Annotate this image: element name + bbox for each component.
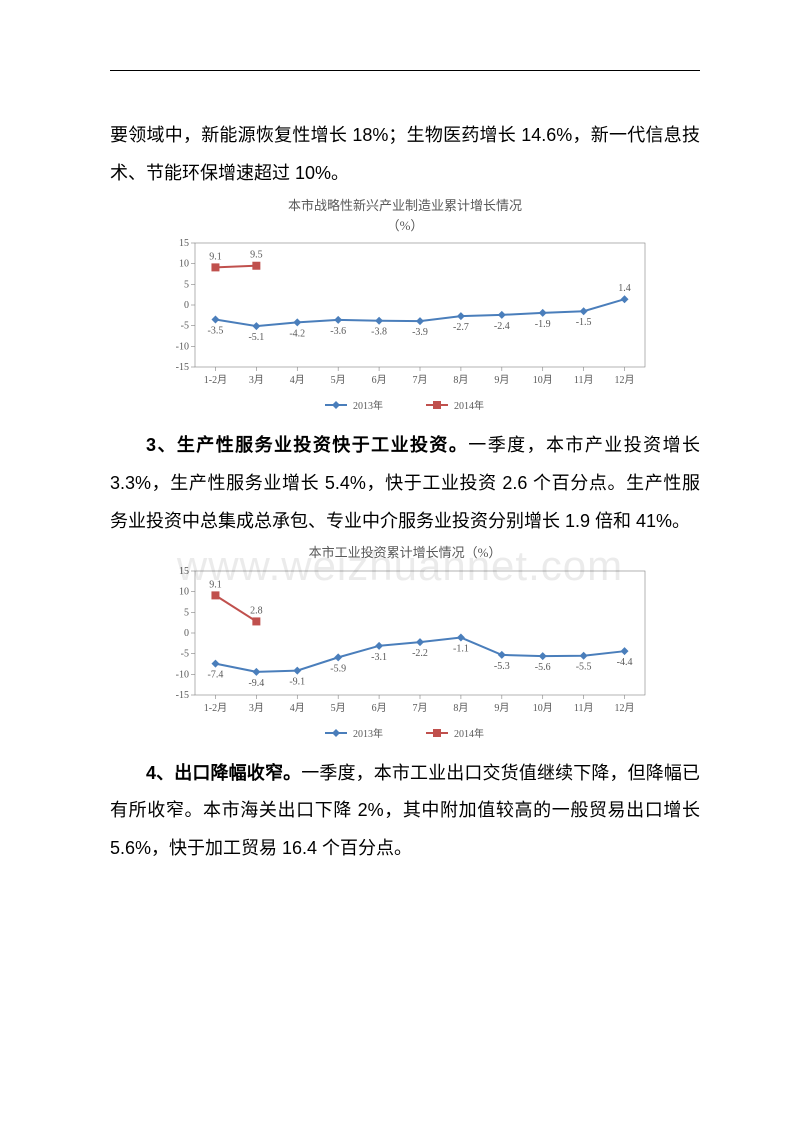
svg-text:-3.6: -3.6 (330, 326, 346, 337)
svg-text:2013年: 2013年 (353, 727, 383, 740)
svg-text:-5.6: -5.6 (535, 662, 551, 673)
svg-text:1-2月: 1-2月 (204, 702, 227, 714)
paragraph-4: 4、出口降幅收窄。一季度，本市工业出口交货值继续下降，但降幅已有所收窄。本市海关… (110, 755, 700, 868)
svg-text:8月: 8月 (453, 374, 468, 386)
page-content: 要领域中，新能源恢复性增长 18%；生物医药增长 14.6%，新一代信息技术、节… (0, 0, 800, 928)
chart-2: 本市工业投资累计增长情况（%） -15 -10 -5 0 5 10 15 1-2月 3月 4月 5月… (155, 544, 655, 744)
chart-1-title-line1: 本市战略性新兴产业制造业累计增长情况 (155, 197, 655, 215)
svg-text:4月: 4月 (290, 374, 305, 386)
svg-text:6月: 6月 (372, 374, 387, 386)
svg-text:2014年: 2014年 (454, 399, 484, 412)
svg-text:15: 15 (179, 566, 189, 577)
chart-1-title-line2: （%） (155, 217, 655, 235)
svg-text:-1.5: -1.5 (576, 317, 592, 328)
svg-text:-4.4: -4.4 (617, 657, 633, 668)
chart-1: 本市战略性新兴产业制造业累计增长情况 （%） -15 -10 -5 0 5 10 15 1-2… (155, 197, 655, 417)
svg-text:1.4: 1.4 (618, 283, 631, 294)
svg-text:-1.9: -1.9 (535, 319, 551, 330)
svg-text:-5: -5 (181, 321, 189, 332)
svg-text:-3.5: -3.5 (208, 325, 224, 336)
svg-text:-5.3: -5.3 (494, 660, 510, 671)
svg-text:9.5: 9.5 (250, 250, 263, 261)
svg-text:5月: 5月 (331, 702, 346, 714)
chart-2-title: 本市工业投资累计增长情况（%） (155, 544, 655, 562)
svg-text:6月: 6月 (372, 702, 387, 714)
svg-text:10月: 10月 (533, 374, 553, 386)
svg-text:11月: 11月 (574, 374, 594, 386)
svg-text:10: 10 (179, 259, 189, 270)
svg-text:4月: 4月 (290, 702, 305, 714)
paragraph-4-heading: 4、出口降幅收窄。 (146, 763, 301, 783)
svg-text:2014年: 2014年 (454, 727, 484, 740)
chart-1-svg: -15 -10 -5 0 5 10 15 1-2月 3月 4月 5月 6月 7月 8月 9月 10月 11月 12… (155, 237, 655, 417)
svg-text:9.1: 9.1 (209, 251, 222, 262)
svg-text:-3.9: -3.9 (412, 327, 428, 338)
svg-text:7月: 7月 (413, 702, 428, 714)
paragraph-3-heading: 3、生产性服务业投资快于工业投资。 (146, 435, 468, 455)
svg-text:5: 5 (184, 607, 189, 618)
svg-text:0: 0 (184, 300, 189, 311)
top-rule (110, 70, 700, 71)
svg-text:9月: 9月 (494, 374, 509, 386)
svg-text:5: 5 (184, 279, 189, 290)
svg-text:7月: 7月 (413, 374, 428, 386)
svg-text:-2.2: -2.2 (412, 648, 428, 659)
svg-text:-1.1: -1.1 (453, 643, 469, 654)
chart-2-svg: -15 -10 -5 0 5 10 15 1-2月 3月 4月 5月 6月 7月 8月 9月 10月 11月 12… (155, 565, 655, 745)
svg-text:2.8: 2.8 (250, 605, 263, 616)
svg-text:-5.1: -5.1 (248, 332, 264, 343)
svg-text:3月: 3月 (249, 374, 264, 386)
paragraph-1: 要领域中，新能源恢复性增长 18%；生物医药增长 14.6%，新一代信息技术、节… (110, 117, 700, 193)
svg-text:11月: 11月 (574, 702, 594, 714)
svg-text:1-2月: 1-2月 (204, 374, 227, 386)
paragraph-3: 3、生产性服务业投资快于工业投资。一季度，本市产业投资增长 3.3%，生产性服务… (110, 427, 700, 540)
svg-text:-9.4: -9.4 (248, 677, 264, 688)
svg-text:10月: 10月 (533, 702, 553, 714)
svg-text:3月: 3月 (249, 702, 264, 714)
svg-text:-15: -15 (176, 362, 189, 373)
svg-text:5月: 5月 (331, 374, 346, 386)
svg-text:-9.1: -9.1 (289, 676, 305, 687)
svg-text:-10: -10 (176, 669, 189, 680)
svg-text:9月: 9月 (494, 702, 509, 714)
svg-text:9.1: 9.1 (209, 579, 222, 590)
svg-text:-2.7: -2.7 (453, 322, 469, 333)
svg-text:15: 15 (179, 238, 189, 249)
svg-text:-5: -5 (181, 648, 189, 659)
svg-text:-2.4: -2.4 (494, 321, 510, 332)
svg-text:-3.1: -3.1 (371, 651, 387, 662)
svg-text:-15: -15 (176, 690, 189, 701)
svg-text:-3.8: -3.8 (371, 327, 387, 338)
svg-text:10: 10 (179, 586, 189, 597)
svg-text:-4.2: -4.2 (289, 328, 305, 339)
svg-text:12月: 12月 (615, 702, 635, 714)
svg-text:12月: 12月 (615, 374, 635, 386)
svg-text:0: 0 (184, 628, 189, 639)
svg-text:2013年: 2013年 (353, 399, 383, 412)
svg-text:-10: -10 (176, 341, 189, 352)
svg-text:-5.5: -5.5 (576, 661, 592, 672)
svg-text:8月: 8月 (453, 702, 468, 714)
svg-text:-7.4: -7.4 (208, 669, 224, 680)
svg-text:-5.9: -5.9 (330, 663, 346, 674)
